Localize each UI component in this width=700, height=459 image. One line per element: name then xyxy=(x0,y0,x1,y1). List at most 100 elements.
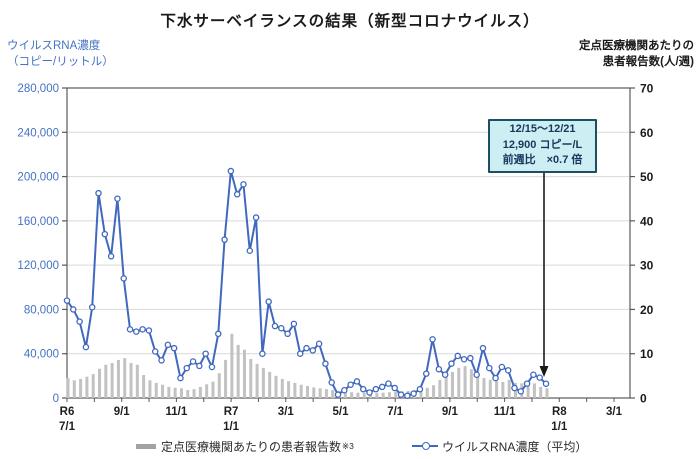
bar-patient-reports xyxy=(280,378,284,398)
rna-data-point-marker xyxy=(296,350,304,357)
bar-patient-reports xyxy=(545,388,549,398)
bar-patient-reports xyxy=(230,333,234,398)
bar-patient-reports xyxy=(476,374,480,398)
rna-data-point-marker xyxy=(164,341,172,349)
bar-patient-reports xyxy=(343,391,347,398)
rna-data-point-marker xyxy=(473,371,480,378)
right-axis-title-line2: 患者報告数(人/週) xyxy=(602,56,694,68)
rna-data-point-marker xyxy=(397,391,405,398)
rna-data-point-marker xyxy=(404,392,411,400)
bar-patient-reports xyxy=(79,378,83,398)
bar-patient-reports xyxy=(66,378,70,398)
rna-data-point-marker xyxy=(259,350,266,357)
x-axis-tick-label: 9/1 xyxy=(114,406,131,418)
rna-data-point-marker xyxy=(486,364,493,372)
left-axis-title-line1: ウイルスRNA濃度 xyxy=(7,40,101,52)
rna-data-point-marker xyxy=(479,344,487,352)
bar-patient-reports xyxy=(261,367,265,398)
bar-patient-reports xyxy=(135,364,139,398)
rna-data-point-marker xyxy=(139,326,146,333)
right-axis-title-line1: 定点医療機関あたりの xyxy=(579,40,694,52)
rna-data-point-marker xyxy=(246,247,254,254)
bar-patient-reports xyxy=(387,392,391,398)
x-axis-tick-sublabel: 1/1 xyxy=(551,421,568,433)
rna-data-point-marker xyxy=(278,324,285,332)
rna-data-point-marker xyxy=(385,380,392,387)
rna-data-point-marker xyxy=(145,327,153,334)
bar-patient-reports xyxy=(482,378,486,398)
bar-patient-reports xyxy=(236,344,240,398)
rna-data-point-marker xyxy=(372,385,380,393)
bar-patient-reports xyxy=(110,363,114,398)
plot-border xyxy=(66,87,631,399)
left-axis-tick-label: 280,000 xyxy=(17,83,59,95)
left-axis-tick-label: 80,000 xyxy=(24,304,59,316)
x-axis-tick-label: 9/1 xyxy=(442,406,459,418)
bar-patient-reports xyxy=(356,392,360,398)
left-axis-tick-label: 120,000 xyxy=(17,260,59,272)
rna-data-point-marker xyxy=(334,391,342,398)
rna-data-point-marker xyxy=(492,374,499,382)
bar-patient-reports xyxy=(299,384,303,398)
rna-data-point-marker xyxy=(530,371,537,378)
bar-patient-reports xyxy=(154,382,158,398)
callout-box: 12/15～12/21 12,900 コピー/L 前週比 ×0.7 倍 xyxy=(488,119,597,173)
right-axis-tick-label: 10 xyxy=(640,347,654,361)
bar-patient-reports xyxy=(444,376,448,398)
bar-patient-reports xyxy=(469,369,473,398)
bar-patient-reports xyxy=(507,379,511,398)
bar-patient-reports xyxy=(495,381,499,398)
line-series-swatch xyxy=(412,441,438,451)
rna-data-point-marker xyxy=(309,347,317,354)
rna-data-point-marker xyxy=(233,191,241,198)
bar-patient-reports xyxy=(161,384,165,398)
rna-data-point-marker xyxy=(460,355,468,363)
bar-patient-reports xyxy=(438,379,442,398)
x-axis-tick-label: 3/1 xyxy=(606,406,623,418)
rna-data-point-marker xyxy=(177,374,184,382)
rna-data-point-marker xyxy=(366,389,373,396)
footnote-marker: ※3 xyxy=(342,440,354,451)
bar-patient-reports xyxy=(306,386,309,398)
rna-data-point-marker xyxy=(114,195,121,202)
x-axis-tick-label: 11/1 xyxy=(494,406,516,418)
bar-patient-reports xyxy=(324,389,328,398)
rna-data-point-marker xyxy=(101,230,109,238)
rna-data-point-marker xyxy=(536,374,543,381)
bar-series-swatch xyxy=(136,443,156,449)
rna-data-point-marker xyxy=(498,363,506,371)
bar-patient-reports xyxy=(318,388,322,398)
bar-patient-reports xyxy=(293,382,297,398)
rna-data-point-marker xyxy=(410,390,417,397)
bar-patient-reports xyxy=(287,381,291,398)
rna-data-point-marker xyxy=(265,298,272,305)
bar-patient-reports xyxy=(331,390,335,398)
rna-data-point-marker xyxy=(189,358,197,365)
bar-patient-reports xyxy=(205,384,209,398)
rna-data-point-marker xyxy=(202,350,209,357)
rna-data-point-marker xyxy=(183,364,190,372)
rna-data-point-marker xyxy=(359,385,367,393)
left-axis-title-line2: （コピー/リットル） xyxy=(7,56,114,68)
rna-data-point-marker xyxy=(347,381,354,388)
rna-data-point-marker xyxy=(328,379,335,386)
bar-patient-reports xyxy=(249,359,253,398)
rna-data-point-marker xyxy=(441,371,449,378)
rna-data-point-marker xyxy=(511,384,518,392)
rna-data-point-marker xyxy=(151,348,159,355)
rna-data-point-marker xyxy=(454,352,462,360)
bar-patient-reports xyxy=(539,386,543,398)
rna-data-point-marker xyxy=(448,360,455,367)
x-axis-tick-label: 5/1 xyxy=(333,406,350,418)
rna-data-point-marker xyxy=(341,386,348,394)
callout-value: 12,900 コピー/L xyxy=(502,138,583,151)
bar-patient-reports xyxy=(432,385,436,398)
bar-patient-reports xyxy=(450,371,454,398)
bar-patient-reports xyxy=(211,381,215,398)
bar-patient-reports xyxy=(104,364,108,398)
right-axis-tick-label: 50 xyxy=(640,170,654,184)
rna-data-point-marker xyxy=(542,380,550,387)
legend-bars-label: 定点医療機関あたりの患者報告数 xyxy=(161,439,342,454)
